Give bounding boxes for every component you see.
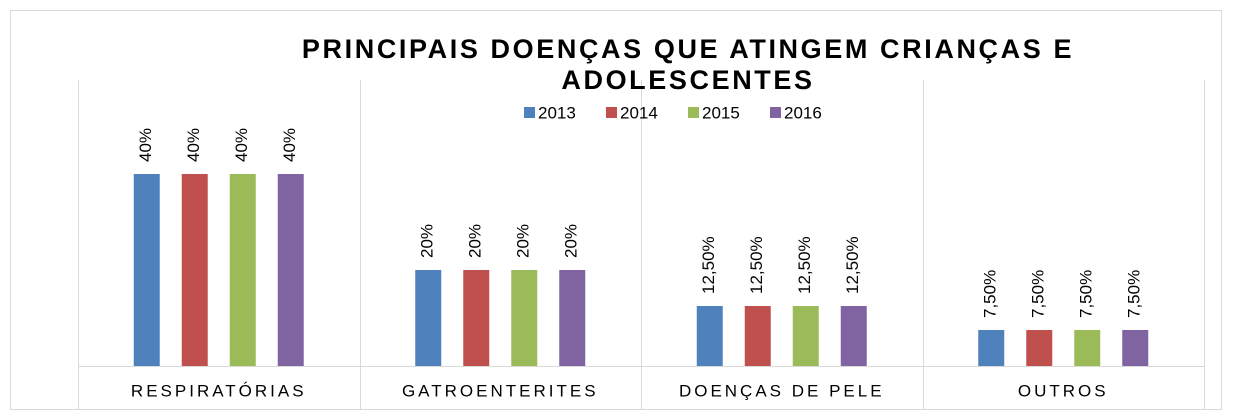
legend-swatch	[606, 107, 617, 118]
bar	[1122, 330, 1149, 366]
data-label: 12,50%	[843, 236, 862, 294]
chart-border	[10, 10, 1222, 410]
legend-swatch	[524, 107, 535, 118]
data-label: 12,50%	[699, 236, 718, 294]
data-label: 20%	[466, 224, 485, 258]
bar	[744, 306, 771, 366]
x-tick-label: DOENÇAS DE PELE	[679, 381, 885, 400]
data-label: 12,50%	[747, 236, 766, 294]
bar	[463, 270, 490, 366]
x-tick-label: OUTROS	[1018, 381, 1109, 400]
data-label: 20%	[514, 224, 533, 258]
bar	[511, 270, 538, 366]
bar	[1074, 330, 1101, 366]
bar	[181, 174, 208, 366]
data-label: 40%	[232, 128, 251, 162]
bar	[792, 306, 819, 366]
legend-label: 2016	[784, 103, 822, 122]
data-label: 7,50%	[1029, 270, 1048, 318]
data-label: 12,50%	[795, 236, 814, 294]
bar	[133, 174, 160, 366]
data-label: 7,50%	[1077, 270, 1096, 318]
data-label: 20%	[562, 224, 581, 258]
data-label: 20%	[418, 224, 437, 258]
x-tick-label: RESPIRATÓRIAS	[131, 381, 307, 400]
bar	[978, 330, 1005, 366]
legend-label: 2015	[702, 103, 740, 122]
legend-label: 2014	[620, 103, 658, 122]
data-label: 7,50%	[1125, 270, 1144, 318]
bar	[277, 174, 304, 366]
data-label: 40%	[280, 128, 299, 162]
bar	[415, 270, 442, 366]
bar	[1026, 330, 1053, 366]
bar	[229, 174, 256, 366]
bar	[559, 270, 586, 366]
legend-swatch	[770, 107, 781, 118]
data-label: 40%	[184, 128, 203, 162]
x-tick-label: GATROENTERITES	[402, 381, 599, 400]
legend-swatch	[688, 107, 699, 118]
legend-label: 2013	[538, 103, 576, 122]
bar	[840, 306, 867, 366]
bar	[696, 306, 723, 366]
data-label: 40%	[136, 128, 155, 162]
chart-title: PRINCIPAIS DOENÇAS QUE ATINGEM CRIANÇAS …	[301, 34, 1075, 95]
data-label: 7,50%	[981, 270, 1000, 318]
